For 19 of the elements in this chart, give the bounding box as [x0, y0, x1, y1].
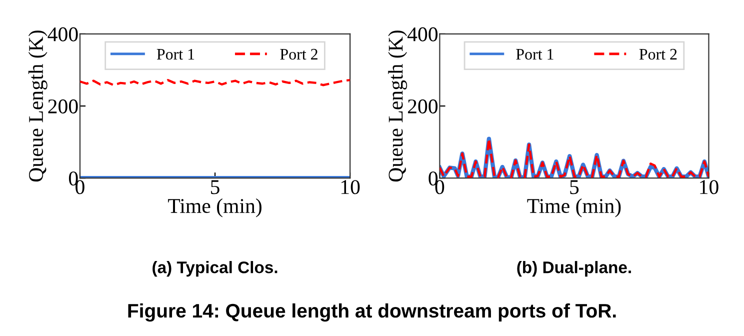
legend-label: Port 1: [516, 48, 554, 60]
legend-label: Port 1: [156, 48, 194, 60]
y-tick-label: 200: [408, 99, 438, 114]
text: (b) Dual-plane.: [517, 261, 631, 277]
x-tick-label: 5: [211, 180, 220, 194]
legend-label: Port 2: [280, 48, 318, 60]
x-tick-label: 5: [570, 180, 579, 194]
y-axis-title: Queue Length (K): [388, 30, 408, 182]
legend-label: Port 2: [639, 48, 677, 60]
y-tick-label: 400: [407, 27, 438, 42]
caption: Figure 14: Queue length at downstream ports of ToR.: [128, 303, 616, 322]
text: (a) Typical Clos.: [152, 261, 278, 277]
x-tick-label: 10: [341, 180, 360, 194]
y-axis-title: Queue Length (K): [28, 30, 48, 182]
x-axis-title: Time (min): [168, 198, 262, 218]
x-tick-label: 10: [700, 180, 718, 194]
y-tick-label: 200: [48, 99, 78, 114]
y-tick-label: 400: [48, 27, 78, 42]
x-axis-title: Time (min): [527, 198, 621, 218]
